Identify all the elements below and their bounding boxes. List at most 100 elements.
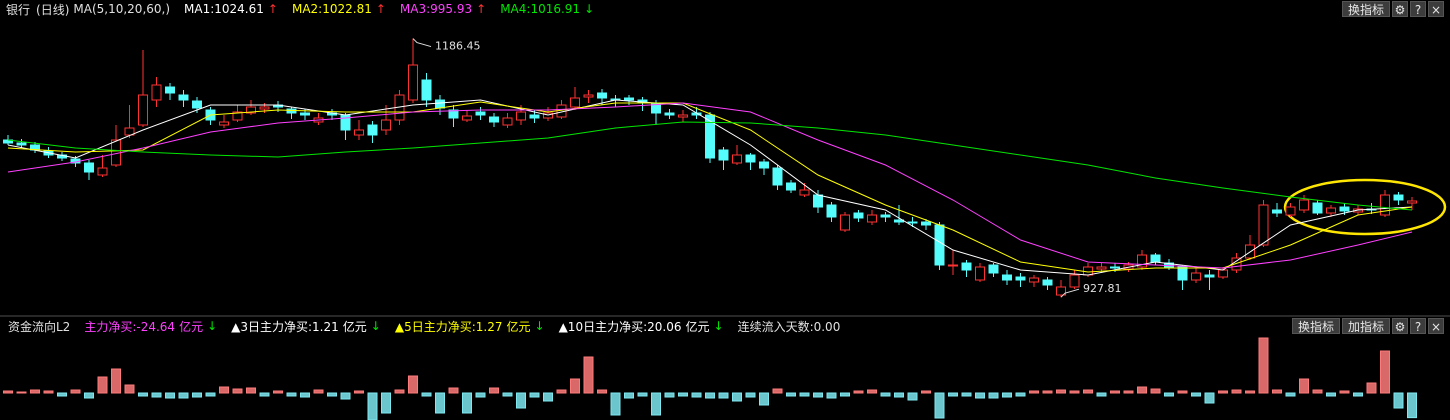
add-indicator-button[interactable]: 加指标 — [1341, 318, 1390, 334]
flow-bar — [1407, 392, 1417, 419]
flow-bar — [219, 386, 229, 394]
flow-bar — [637, 392, 648, 397]
candle-body — [1407, 200, 1417, 204]
flow-bar — [367, 392, 378, 420]
flow-bar — [1380, 350, 1390, 394]
close-button[interactable]: × — [1428, 318, 1444, 334]
help-button[interactable]: ? — [1410, 1, 1426, 17]
flow-unit: 亿元 — [342, 319, 367, 334]
flow-bar — [43, 390, 54, 394]
flow-bar — [921, 390, 931, 394]
flow-bar — [1258, 337, 1269, 394]
flow-bar — [543, 392, 553, 402]
flow-bar — [354, 390, 364, 394]
flow-unit: 亿元 — [685, 319, 710, 334]
flow-bar — [246, 387, 256, 394]
candle-body — [597, 92, 607, 99]
candle-body — [921, 221, 931, 226]
flow-bar — [786, 392, 796, 397]
flow-bar — [961, 392, 972, 397]
flow-bar — [192, 392, 202, 398]
candle-body — [772, 167, 783, 186]
flow-bar — [678, 392, 688, 397]
switch-indicator-button[interactable]: 换指标 — [1291, 318, 1340, 334]
flow-bar — [1218, 390, 1228, 394]
flow-bar — [556, 389, 567, 394]
candle-body — [462, 115, 472, 121]
candle-body — [448, 109, 459, 119]
flow-bar — [151, 392, 162, 398]
candle-body — [664, 112, 675, 116]
settings-button[interactable]: ⚙ — [1392, 1, 1408, 17]
flow-stat: ▲10日主力净买:20.06 — [558, 319, 682, 334]
candle-body — [759, 161, 769, 169]
flow-bar — [1204, 392, 1215, 404]
flow-bar — [516, 392, 526, 409]
flow-bar — [1245, 390, 1255, 394]
flow-bar — [286, 392, 297, 397]
period: (日线) — [36, 2, 70, 17]
flow-toolbar-buttons: 换指标 加指标 ⚙ ? × — [1291, 318, 1444, 334]
candle-body — [570, 97, 580, 108]
candle-body — [286, 108, 297, 114]
flow-unit: 亿元 — [179, 319, 204, 334]
ma-line — [7, 102, 1413, 269]
ma-line — [7, 101, 1413, 273]
flow-bar — [30, 389, 40, 394]
candle-body — [259, 106, 270, 110]
flow-bar — [394, 389, 405, 394]
candle-body — [988, 264, 999, 274]
candle-body — [489, 116, 499, 123]
candle-body — [786, 182, 796, 191]
candle-body — [516, 111, 526, 121]
candle-body — [867, 214, 877, 223]
candle-body — [1056, 286, 1066, 296]
flow-title: 资金流向L2 — [8, 319, 71, 334]
candle-body — [1042, 279, 1053, 286]
flow-bar — [1326, 392, 1336, 397]
flow-bar — [1056, 389, 1066, 394]
annotation-label: 1186.45 — [435, 40, 481, 53]
settings-button[interactable]: ⚙ — [1392, 318, 1408, 334]
flow-bar — [178, 392, 189, 399]
candle-body — [502, 117, 513, 126]
flow-bar — [624, 392, 634, 399]
candle-body — [961, 262, 972, 271]
flow-bar — [772, 388, 783, 394]
close-button[interactable]: × — [1428, 1, 1444, 17]
flow-bar — [1069, 390, 1080, 394]
flow-bar — [327, 392, 337, 397]
flow-bar — [408, 375, 418, 394]
toolbar-buttons: 换指标 ⚙ ? × — [1341, 1, 1444, 17]
candle-body — [745, 154, 756, 163]
candle-body — [151, 84, 162, 101]
flow-bar — [1042, 390, 1053, 394]
candle-body — [84, 162, 94, 173]
flow-bar — [205, 392, 216, 397]
help-button[interactable]: ? — [1410, 318, 1426, 334]
flow-bar — [880, 392, 891, 397]
flow-bar — [745, 392, 756, 398]
flow-bar — [1393, 392, 1404, 409]
flow-bar — [1272, 389, 1282, 394]
candle-body — [1069, 274, 1080, 288]
flow-bar — [16, 391, 27, 394]
flow-bar — [1285, 392, 1296, 397]
flow-bar — [988, 392, 999, 399]
ma-legend: MA1:1024.61 — [184, 2, 264, 16]
candle-body — [1150, 254, 1161, 263]
candle-body — [475, 111, 486, 116]
flow-bar — [340, 392, 351, 400]
switch-indicator-button[interactable]: 换指标 — [1341, 1, 1390, 17]
flow-bar — [853, 390, 864, 394]
candle-body — [367, 124, 378, 136]
flow-arrow: ↓ — [370, 319, 381, 333]
flow-bar — [867, 389, 877, 394]
candle-body — [421, 79, 432, 101]
flow-bar — [313, 389, 324, 394]
candle-body — [678, 114, 688, 118]
flow-bar — [1353, 392, 1363, 397]
flow-bar — [1299, 378, 1309, 394]
